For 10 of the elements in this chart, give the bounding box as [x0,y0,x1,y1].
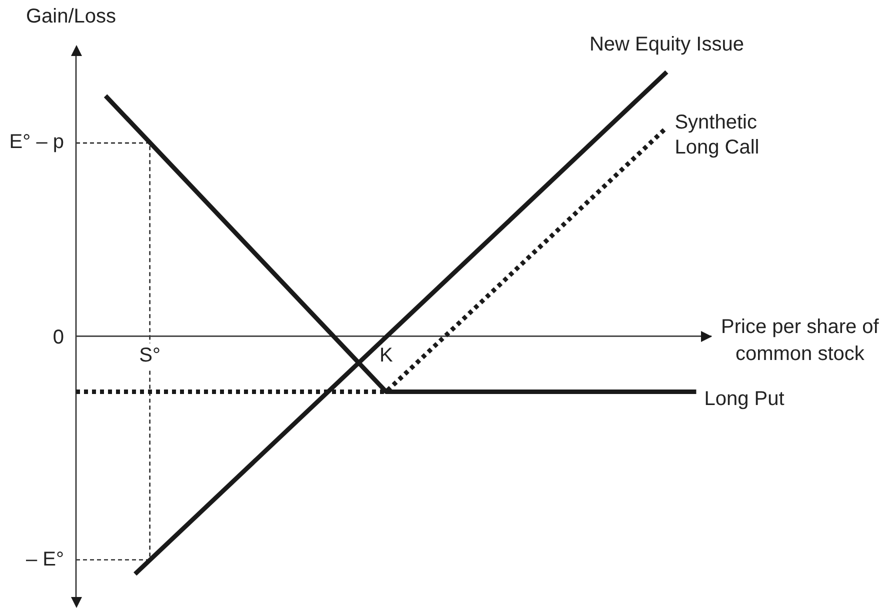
text: E° – p [9,131,64,154]
text: – E° [26,548,64,571]
series-label: Long Put [704,388,785,410]
y-axis-title: Gain/Loss [26,6,116,28]
series-label: New Equity Issue [589,34,744,56]
series-label: Synthetic Long Call [674,112,760,158]
x-axis-title: Price per share of common stock [720,316,880,366]
x-tick-label: S° [139,344,161,367]
x-tick-label: K [379,344,394,367]
text: 0 [52,326,64,349]
